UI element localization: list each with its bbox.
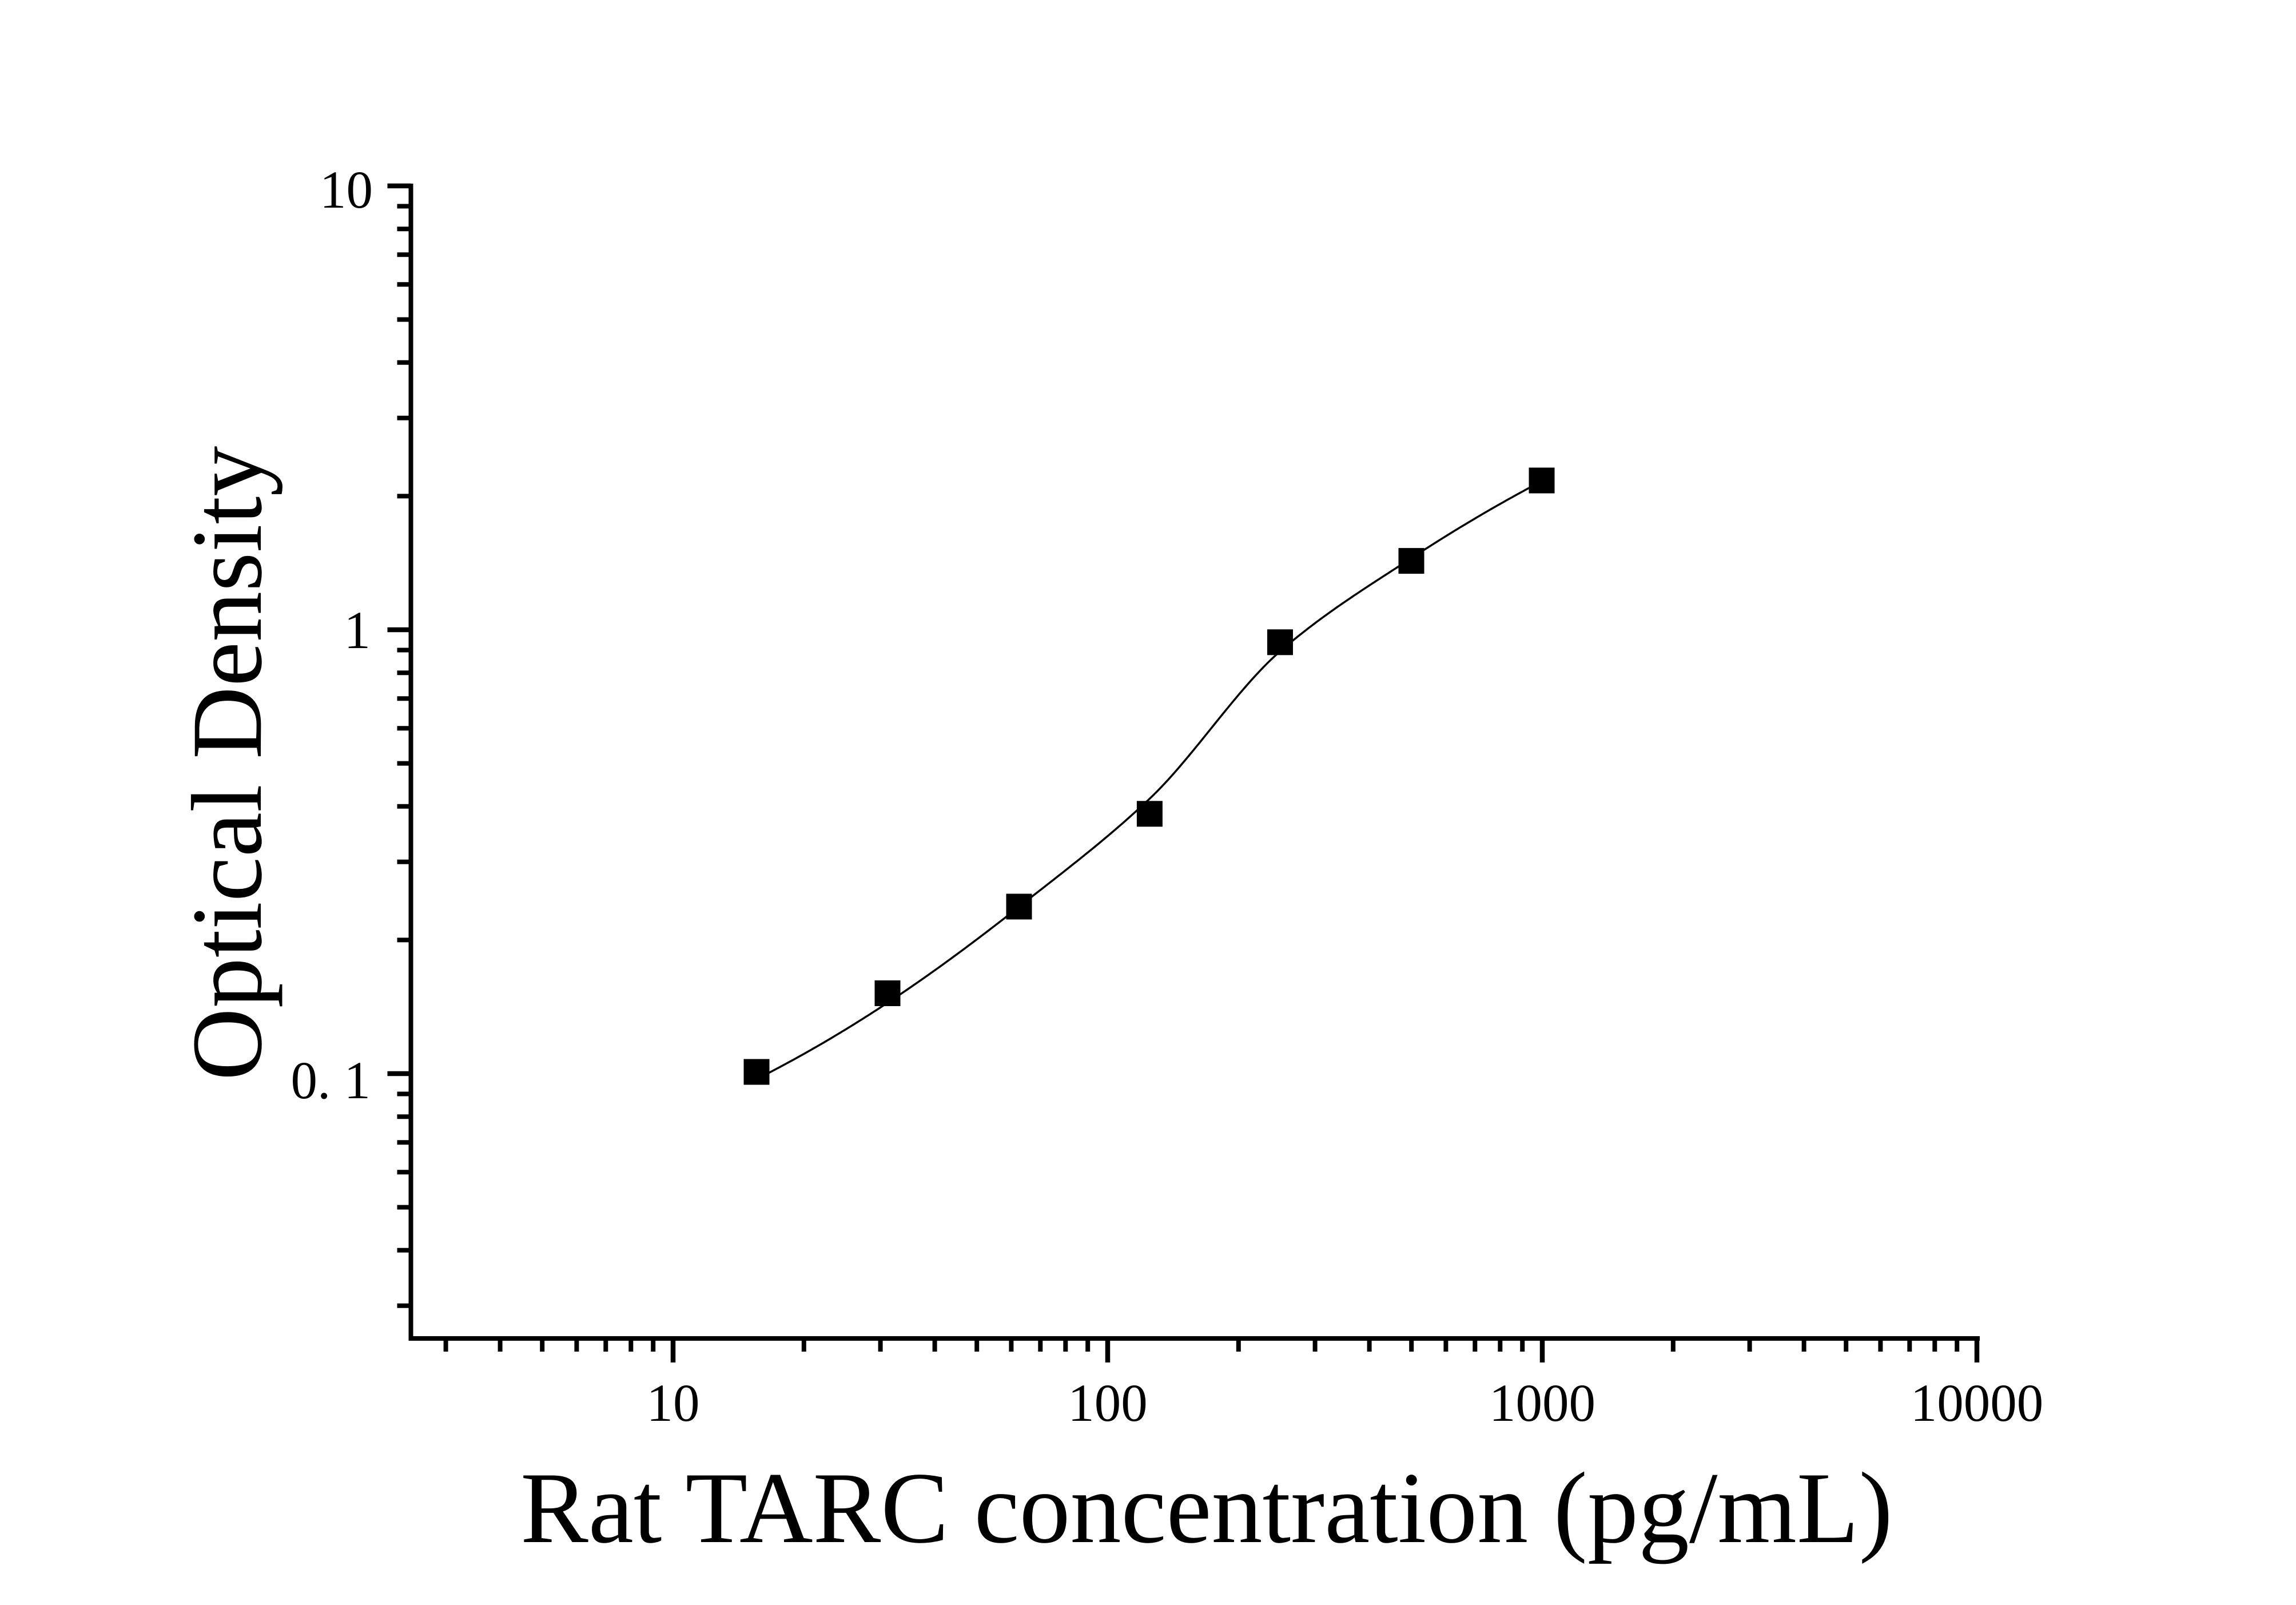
- svg-text:10: 10: [647, 1374, 700, 1433]
- svg-text:100: 100: [1068, 1374, 1148, 1433]
- svg-text:1: 1: [344, 601, 371, 660]
- svg-text:Rat TARC concentration (pg/mL): Rat TARC concentration (pg/mL): [520, 1451, 1893, 1564]
- svg-text:10000: 10000: [1911, 1374, 2044, 1433]
- svg-text:Optical Density: Optical Density: [172, 446, 283, 1081]
- svg-text:0. 1: 0. 1: [291, 1051, 371, 1110]
- svg-text:1000: 1000: [1489, 1374, 1595, 1433]
- svg-text:10: 10: [320, 161, 373, 220]
